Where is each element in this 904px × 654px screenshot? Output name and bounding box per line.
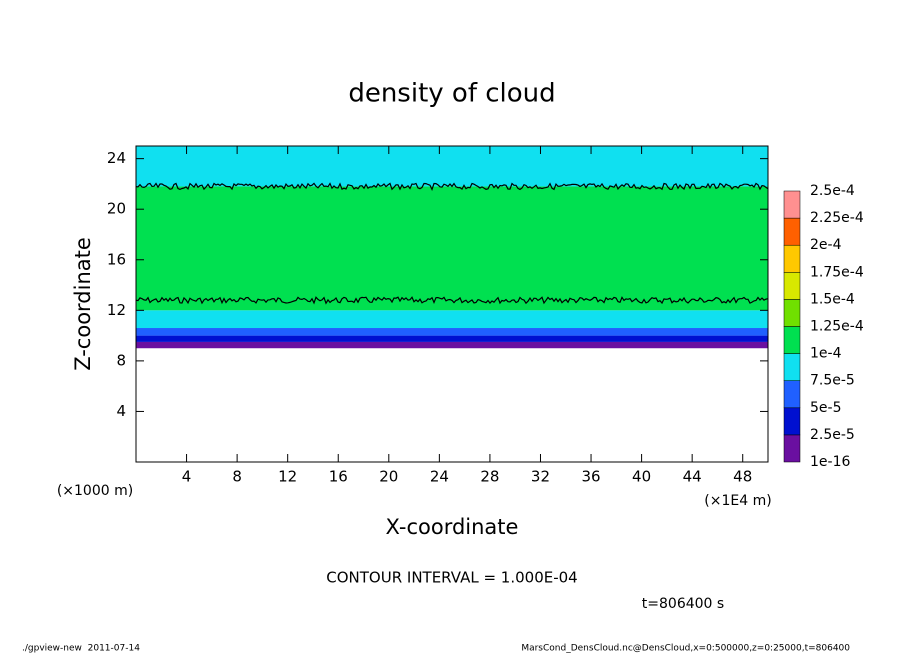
y-tick-label: 20: [107, 200, 126, 218]
x-tick-label: 28: [480, 468, 499, 486]
colorbar-swatch: [783, 299, 801, 327]
x-tick-label: 40: [632, 468, 651, 486]
x-tick-label: 36: [581, 468, 600, 486]
contour-line: [135, 296, 769, 305]
y-tick-label: 12: [107, 301, 126, 319]
colorbar-swatch: [783, 217, 801, 246]
x-tick-label: 48: [733, 468, 752, 486]
colorbar-swatch: [783, 407, 801, 436]
contour-fill: [136, 310, 768, 329]
x-tick-label: 8: [232, 468, 242, 486]
colorbar-label: 1.5e-4: [810, 291, 855, 307]
colorbar-label: 2.25e-4: [810, 210, 864, 226]
contour-line: [135, 182, 769, 191]
y-tick-label: 8: [116, 351, 126, 369]
colorbar-swatch: [783, 272, 801, 300]
x-tick-label: 24: [430, 468, 449, 486]
colorbar-swatch: [783, 190, 801, 219]
colorbar-swatch: [783, 244, 801, 273]
colorbar-label: 2.5e-5: [810, 427, 855, 443]
colorbar-swatch: [783, 434, 801, 463]
chart-title: density of cloud: [348, 79, 555, 109]
colorbar-label: 2.5e-4: [810, 183, 855, 199]
footer-right: MarsCond_DensCloud.nc@DensCloud,x=0:5000…: [521, 644, 850, 654]
x-tick-label: 16: [329, 468, 348, 486]
x-tick-label: 20: [379, 468, 398, 486]
x-unit: (×1E4 m): [704, 493, 771, 509]
y-tick-label: 24: [107, 149, 126, 167]
colorbar-label: 1.25e-4: [810, 319, 864, 335]
y-tick-label: 4: [116, 402, 126, 420]
x-tick-label: 12: [278, 468, 297, 486]
colorbar-swatch: [783, 353, 801, 381]
plot-frame: [135, 145, 769, 463]
colorbar-label: 1.75e-4: [810, 264, 864, 280]
colorbar-label: 5e-5: [810, 400, 841, 416]
contour-fill: [136, 335, 768, 342]
x-tick-label: 32: [531, 468, 550, 486]
y-unit: (×1000 m): [57, 483, 133, 499]
colorbar-label: 1e-16: [810, 454, 850, 470]
contour-fill: [136, 341, 768, 349]
x-tick-label: 4: [182, 468, 192, 486]
y-axis-label: Z-coordinate: [71, 237, 95, 371]
x-axis-label: X-coordinate: [386, 515, 519, 539]
x-tick-label: 44: [683, 468, 702, 486]
colorbar-label: 1e-4: [810, 346, 842, 362]
colorbar-swatch: [783, 326, 801, 354]
contour-fill: [136, 146, 768, 187]
contour-interval: CONTOUR INTERVAL = 1.000E-04: [326, 569, 577, 587]
y-tick-label: 16: [107, 250, 126, 268]
colorbar-label: 2e-4: [810, 237, 842, 253]
colorbar-label: 7.5e-5: [810, 373, 855, 389]
colorbar-swatch: [783, 380, 801, 409]
contour-fill: [136, 186, 768, 311]
contour-fill: [136, 328, 768, 336]
footer-left: ./gpview-new 2011-07-14: [22, 644, 140, 654]
time-label: t=806400 s: [642, 596, 724, 612]
